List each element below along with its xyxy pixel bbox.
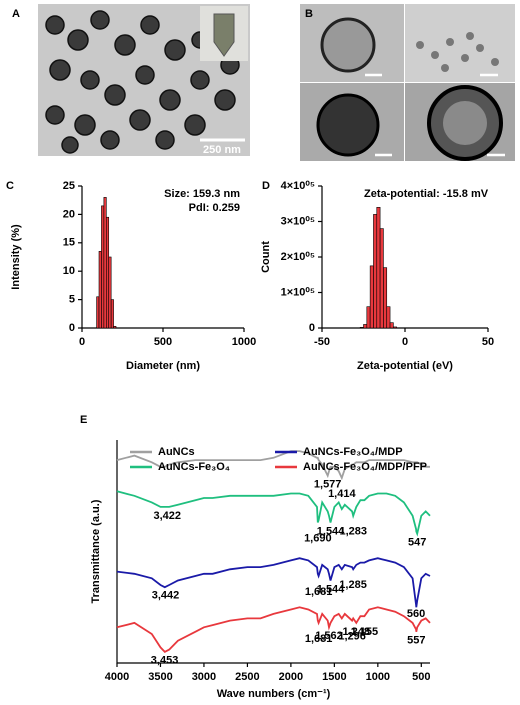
- legend-label: AuNCs: [158, 446, 195, 458]
- peak-label: 1,544: [317, 525, 345, 537]
- scale-bar-label: 250 nm: [203, 144, 241, 156]
- x-tick-label: 2000: [279, 671, 303, 683]
- micrograph-b: [300, 4, 515, 161]
- peak-label: 557: [407, 635, 425, 647]
- y-axis-title: Count: [260, 241, 272, 273]
- y-tick-label: 2×10⁰⁵: [281, 251, 315, 263]
- legend-label: AuNCs-Fe₃O₄/MDP/PFP: [303, 461, 427, 473]
- panel-label: B: [305, 8, 313, 20]
- y-tick-label: 1×10⁰⁵: [281, 286, 315, 298]
- peak-label: 1,414: [328, 488, 356, 500]
- legend-label: AuNCs-Fe₃O₄: [158, 461, 230, 473]
- peak-label: 3,422: [153, 510, 181, 522]
- peak-label: 3,453: [151, 654, 179, 666]
- peak-label: 1,285: [339, 579, 367, 591]
- bar: [359, 326, 364, 329]
- bar: [101, 205, 105, 329]
- x-axis-title: Wave numbers (cm⁻¹): [217, 688, 331, 700]
- bar: [393, 326, 398, 329]
- bar: [373, 214, 378, 329]
- peak-label: 1,544: [317, 583, 345, 595]
- bar: [98, 251, 102, 329]
- peak-label: 1,296: [338, 631, 366, 643]
- axes: [116, 440, 430, 664]
- spectrum-line: [116, 606, 431, 654]
- x-tick-label: 1500: [322, 671, 346, 683]
- x-axis-title: Diameter (nm): [126, 360, 200, 372]
- y-tick-label: 0: [69, 322, 75, 334]
- bar: [366, 306, 371, 329]
- bar: [379, 228, 384, 329]
- peak-label: 1,681: [305, 586, 333, 598]
- x-tick-label: 2500: [235, 671, 259, 683]
- panel-label: E: [80, 414, 87, 426]
- y-axis-title: Intensity (%): [10, 224, 22, 290]
- peak-label: 1,681: [305, 633, 333, 645]
- annotation: Zeta-potential: -15.8 mV: [364, 188, 489, 200]
- bar: [369, 265, 374, 329]
- y-axis-title: Transmittance (a.u.): [90, 499, 102, 603]
- peak-label: 1,577: [314, 479, 342, 491]
- peak-label: 1,155: [351, 626, 379, 638]
- x-tick-label: 500: [154, 336, 172, 348]
- peak-label: 560: [407, 608, 425, 620]
- bar: [103, 197, 107, 329]
- bar: [108, 256, 112, 329]
- x-tick-label: 1000: [366, 671, 390, 683]
- legend-label: AuNCs-Fe₃O₄/MDP: [303, 446, 403, 458]
- bar: [389, 322, 394, 329]
- bar: [376, 207, 381, 329]
- x-tick-label: 500: [412, 671, 430, 683]
- bar: [386, 306, 391, 329]
- x-tick-label: 3500: [148, 671, 172, 683]
- x-tick-label: 0: [402, 336, 408, 348]
- peak-label: 1,248: [343, 626, 371, 638]
- y-tick-label: 0: [309, 322, 315, 334]
- y-tick-label: 5: [69, 294, 75, 306]
- peak-label: 1,562: [315, 630, 343, 642]
- x-tick-label: 3000: [192, 671, 216, 683]
- y-tick-label: 15: [63, 237, 75, 249]
- panel-label: D: [262, 180, 270, 192]
- panel-label: C: [6, 180, 14, 192]
- y-tick-label: 10: [63, 265, 75, 277]
- x-tick-label: 0: [79, 336, 85, 348]
- bar: [383, 267, 388, 329]
- y-tick-label: 3×10⁰⁵: [281, 215, 315, 227]
- x-tick-label: 4000: [105, 671, 129, 683]
- peak-label: 1,283: [339, 526, 367, 538]
- peak-label: 547: [408, 537, 426, 549]
- spectrum-line: [116, 557, 431, 608]
- spectrum-line: [116, 490, 431, 537]
- micrograph-a: [38, 4, 250, 156]
- bar: [106, 216, 110, 329]
- bar: [110, 299, 114, 329]
- bar: [113, 325, 117, 329]
- annotation: PdI: 0.259: [189, 202, 240, 214]
- peak-label: 1,690: [304, 532, 332, 544]
- annotation: Size: 159.3 nm: [164, 188, 240, 200]
- x-tick-label: 50: [482, 336, 494, 348]
- panel-label: A: [12, 8, 20, 20]
- bar: [363, 324, 368, 329]
- x-tick-label: -50: [314, 336, 330, 348]
- peak-label: 3,442: [152, 590, 180, 602]
- y-tick-label: 20: [63, 208, 75, 220]
- bar: [96, 296, 100, 329]
- y-tick-label: 25: [63, 180, 75, 192]
- y-tick-label: 4×10⁰⁵: [281, 180, 315, 192]
- x-axis-title: Zeta-potential (eV): [357, 360, 453, 372]
- axes: [321, 186, 488, 329]
- spectrum-line: [116, 450, 430, 481]
- x-tick-label: 1000: [232, 336, 256, 348]
